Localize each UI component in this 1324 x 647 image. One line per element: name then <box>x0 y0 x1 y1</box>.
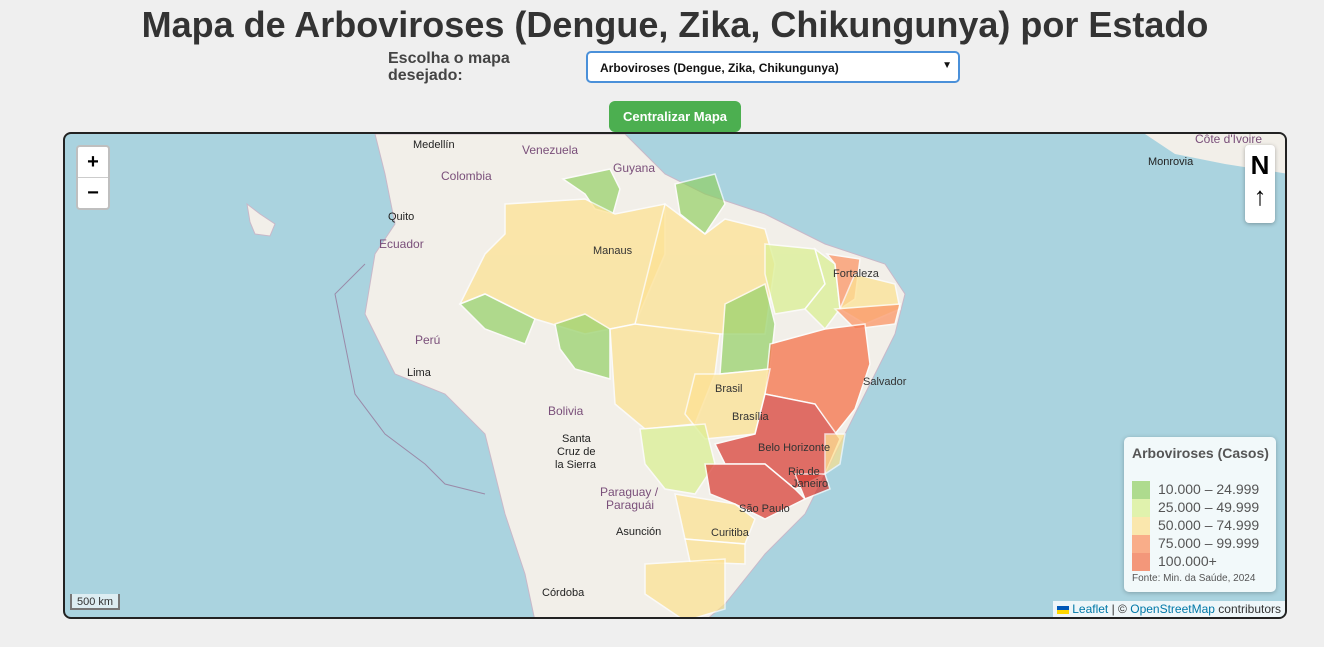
zoom-in-button[interactable]: + <box>78 147 108 178</box>
label-guyana: Guyana <box>613 161 655 175</box>
galapagos-islands <box>246 202 276 237</box>
legend-item-label: 10.000 – 24.999 <box>1158 481 1260 497</box>
north-arrow-icon: ↑ <box>1253 181 1267 211</box>
label-rio-1: Rio de <box>788 466 820 478</box>
label-fortaleza: Fortaleza <box>833 268 880 280</box>
label-santa-cruz-3: la Sierra <box>555 459 597 471</box>
state-mato-grosso-do-sul <box>639 423 716 495</box>
legend-item-label: 50.000 – 74.999 <box>1158 517 1260 533</box>
state-espirito-santo <box>824 433 846 476</box>
label-asuncion: Asunción <box>616 526 661 538</box>
label-bolivia: Bolivia <box>548 404 584 418</box>
legend-swatch <box>1132 499 1150 518</box>
label-santa-cruz-2: Cruz de <box>557 446 596 458</box>
legend-item-label: 25.000 – 49.999 <box>1158 499 1260 515</box>
map-select-value: Arboviroses (Dengue, Zika, Chikungunya) <box>600 61 839 75</box>
attribution-separator: | © <box>1111 602 1127 616</box>
zoom-control: + − <box>76 145 110 210</box>
page-title: Mapa de Arboviroses (Dengue, Zika, Chiku… <box>141 4 1209 45</box>
center-map-button[interactable]: Centralizar Mapa <box>609 101 741 132</box>
state-rondonia <box>554 313 611 380</box>
label-venezuela: Venezuela <box>522 143 578 157</box>
label-brasil: Brasil <box>715 383 743 395</box>
label-manaus: Manaus <box>593 245 633 257</box>
state-sao-paulo <box>704 463 807 520</box>
map-select[interactable]: Arboviroses (Dengue, Zika, Chikungunya) … <box>586 51 960 83</box>
legend-source: Fonte: Min. da Saúde, 2024 <box>1132 573 1256 584</box>
map-canvas: Medellín Venezuela Colombia Guyana Quito… <box>246 134 1285 617</box>
label-monrovia: Monrovia <box>1148 156 1194 168</box>
openstreetmap-link[interactable]: OpenStreetMap <box>1130 602 1215 616</box>
label-sao-paulo: São Paulo <box>739 503 790 515</box>
state-rio-de-janeiro <box>793 473 831 500</box>
label-salvador: Salvador <box>863 376 907 388</box>
legend-item: 100.000+ <box>1132 553 1217 572</box>
label-paraguay-2: Paraguái <box>606 498 654 512</box>
label-quito: Quito <box>388 211 414 223</box>
legend-swatch <box>1132 553 1150 572</box>
label-paraguay-1: Paraguay / <box>600 485 659 499</box>
label-santa-cruz-1: Santa <box>562 433 592 445</box>
map-select-label: Escolha o mapa desejado: <box>388 50 510 84</box>
state-rio-grande-do-sul <box>644 558 726 617</box>
ukraine-flag-icon <box>1057 605 1070 614</box>
legend-swatch <box>1132 481 1150 500</box>
state-parana <box>674 493 756 545</box>
north-arrow-control: N ↑ <box>1245 145 1275 223</box>
state-santa-catarina <box>684 538 746 565</box>
scale-bar: 500 km <box>70 594 120 610</box>
maritime-boundary <box>334 263 486 495</box>
legend-item: 10.000 – 24.999 <box>1132 481 1260 500</box>
attribution-suffix: contributors <box>1218 602 1281 616</box>
label-rio-2: Janeiro <box>792 478 828 490</box>
state-amapa <box>674 173 726 236</box>
leaflet-link[interactable]: Leaflet <box>1072 602 1109 616</box>
legend-item: 25.000 – 49.999 <box>1132 499 1260 518</box>
map-attribution: Leaflet | © OpenStreetMap contributors <box>1053 601 1285 617</box>
label-cote-divoire: Côte d'Ivoire <box>1195 134 1262 146</box>
north-label: N <box>1250 150 1270 180</box>
label-peru: Perú <box>415 333 440 347</box>
zoom-out-button[interactable]: − <box>87 182 99 204</box>
legend-item-label: 100.000+ <box>1158 553 1217 569</box>
legend-swatch <box>1132 517 1150 536</box>
label-curitiba: Curitiba <box>711 527 750 539</box>
legend: Arboviroses (Casos) 10.000 – 24.999 25.0… <box>1124 437 1276 592</box>
legend-item: 50.000 – 74.999 <box>1132 517 1260 536</box>
legend-swatch <box>1132 535 1150 554</box>
label-ecuador: Ecuador <box>379 237 424 251</box>
label-medellin: Medellín <box>413 139 455 151</box>
legend-item-label: 75.000 – 99.999 <box>1158 535 1260 551</box>
label-lima: Lima <box>407 367 432 379</box>
legend-item: 75.000 – 99.999 <box>1132 535 1260 554</box>
state-acre <box>458 293 536 345</box>
map-container[interactable]: Medellín Venezuela Colombia Guyana Quito… <box>63 132 1287 619</box>
label-belo-horizonte: Belo Horizonte <box>758 442 830 454</box>
state-pernambuco <box>833 303 901 330</box>
chevron-down-icon: ▼ <box>942 60 952 71</box>
label-colombia: Colombia <box>441 169 492 183</box>
legend-title: Arboviroses (Casos) <box>1132 445 1269 461</box>
label-cordoba: Córdoba <box>542 587 585 599</box>
label-brasilia: Brasília <box>732 411 770 423</box>
